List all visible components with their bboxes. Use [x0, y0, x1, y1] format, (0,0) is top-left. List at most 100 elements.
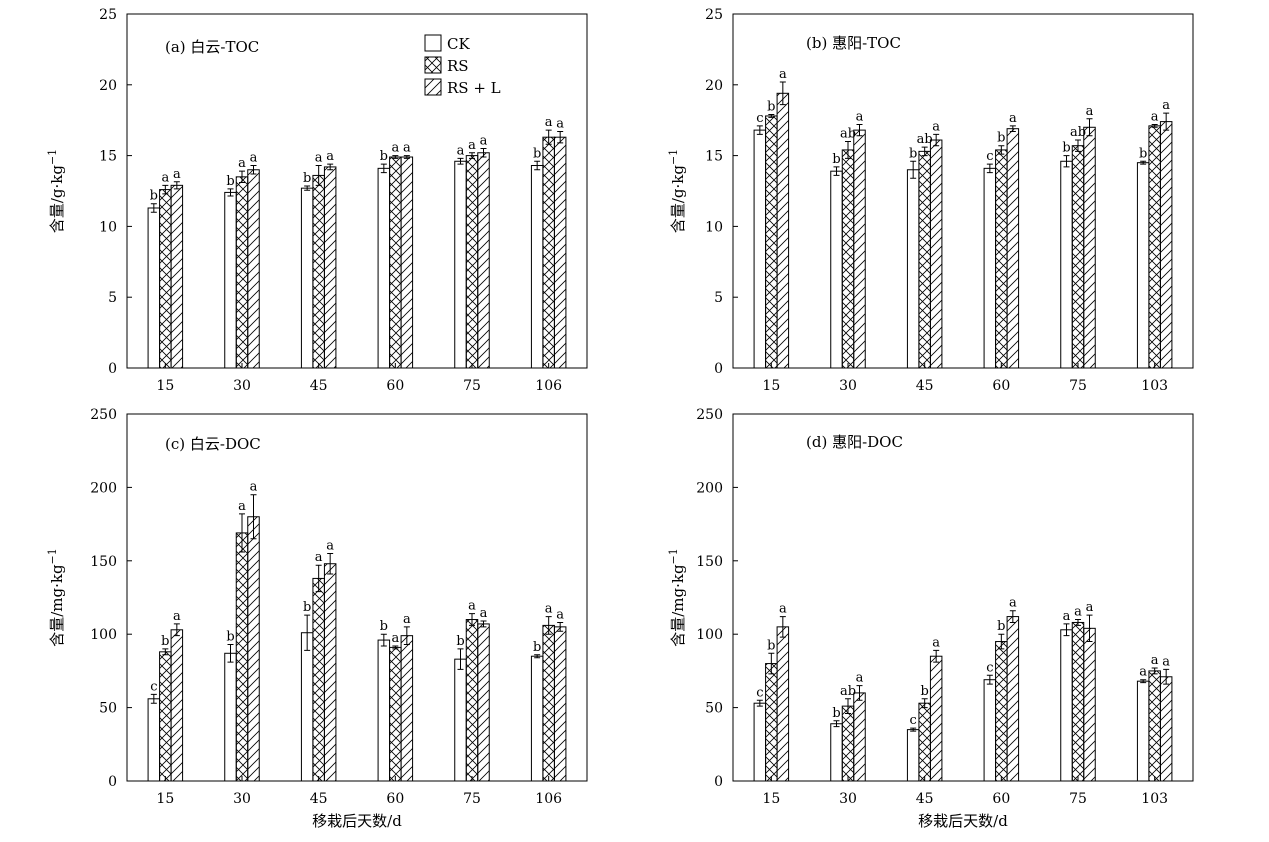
error-bar — [534, 160, 541, 171]
bar-rs-l — [477, 152, 490, 369]
panel-title: (d) 惠阳-DOC — [806, 433, 903, 451]
bar-ck — [906, 169, 920, 369]
legend-item-ck: CK — [424, 34, 470, 53]
significance-letter: a — [932, 119, 940, 134]
significance-letter: b — [161, 634, 169, 649]
panel-b-huiyang-toc: (b) 惠阳-TOC 0510152025含量/g·kg−115cba30bab… — [667, 7, 1194, 394]
x-tick-label: 75 — [463, 378, 481, 394]
legend-swatch-rs — [424, 56, 442, 74]
error-bar — [986, 163, 993, 174]
error-bar — [392, 645, 399, 650]
y-axis-label: 含量/mg·kg−1 — [46, 548, 66, 647]
x-tick-label: 30 — [839, 791, 857, 807]
bar-rs — [765, 115, 778, 369]
y-tick-label: 100 — [90, 627, 117, 643]
y-tick-label: 10 — [705, 219, 723, 235]
significance-letter: c — [150, 679, 157, 694]
significance-letter: a — [326, 149, 334, 164]
plot-frame — [732, 413, 1194, 782]
x-tick-label: 15 — [156, 378, 174, 394]
x-tick-label: 45 — [310, 791, 328, 807]
bar-rs-l — [929, 655, 943, 782]
significance-letter: a — [545, 602, 553, 617]
bar-rs — [542, 136, 555, 369]
bar-rs — [1148, 670, 1161, 782]
error-bar — [756, 125, 763, 135]
error-bar — [457, 157, 464, 165]
error-bar — [327, 552, 334, 575]
significance-letter: a — [468, 599, 476, 614]
y-tick-label: 0 — [108, 774, 117, 790]
error-bar — [921, 698, 928, 709]
y-tick-label: 5 — [108, 290, 117, 306]
significance-letter: a — [1151, 653, 1159, 668]
bar-ck — [224, 191, 237, 369]
bar-rs — [542, 624, 555, 782]
bar-ck — [454, 658, 467, 782]
significance-letter: b — [832, 706, 840, 721]
bar-rs — [918, 702, 931, 782]
error-bar — [833, 720, 840, 728]
significance-letter: a — [1162, 654, 1170, 669]
error-bar — [545, 129, 552, 145]
plot-frame — [732, 13, 1194, 369]
significance-letter: a — [1151, 109, 1159, 124]
significance-letter: a — [250, 480, 258, 495]
y-tick-label: 150 — [90, 554, 117, 570]
significance-letter: a — [856, 671, 864, 686]
error-bar — [998, 145, 1005, 155]
panel-title: (b) 惠阳-TOC — [806, 34, 901, 52]
bar-rs — [159, 189, 172, 369]
y-tick-label: 15 — [99, 149, 117, 165]
bar-rs — [465, 619, 479, 782]
error-bar — [1009, 610, 1016, 623]
bar-rs-l — [400, 635, 414, 782]
bar-rs-l — [323, 563, 337, 782]
bar-rs-l — [1159, 121, 1173, 369]
significance-letter: a — [1009, 596, 1017, 611]
x-tick-label: 106 — [535, 378, 562, 394]
bar-ck — [147, 698, 161, 782]
x-tick-label: 75 — [463, 791, 481, 807]
bar-rs-l — [1083, 627, 1096, 782]
significance-letter: a — [556, 607, 564, 622]
bar-rs-l — [477, 623, 490, 782]
bar-ck — [530, 655, 544, 782]
bar-rs-l — [1159, 676, 1173, 782]
error-bar — [239, 170, 245, 184]
error-bar — [557, 131, 564, 144]
bar-ck — [454, 160, 467, 369]
error-bar — [756, 699, 763, 707]
error-bar — [1086, 614, 1093, 643]
significance-letter: a — [403, 141, 411, 156]
significance-letter: a — [556, 117, 564, 132]
significance-letter: a — [391, 631, 399, 646]
error-bar — [173, 623, 180, 637]
bar-rs — [918, 150, 931, 369]
significance-letter: b — [1139, 146, 1147, 161]
y-tick-label: 25 — [99, 7, 117, 23]
significance-letter: a — [932, 635, 940, 650]
bar-rs — [235, 176, 249, 369]
significance-letter: a — [1086, 104, 1094, 119]
significance-letter: c — [986, 660, 993, 675]
error-bar — [921, 146, 928, 157]
error-bar — [1075, 619, 1081, 626]
x-tick-label: 60 — [386, 791, 404, 807]
significance-letter: b — [1062, 141, 1070, 156]
bar-rs-l — [170, 629, 184, 782]
bar-rs — [1148, 125, 1161, 369]
error-bar — [162, 184, 169, 195]
significance-letter: ab — [1070, 125, 1086, 140]
significance-letter: ab — [917, 132, 933, 147]
legend-swatch-ck — [424, 34, 442, 52]
bar-rs — [841, 149, 855, 369]
error-bar — [162, 648, 169, 656]
y-tick-label: 25 — [705, 7, 723, 23]
panel-a-baiyun-toc: (a) 白云-TOC CK RS RS + L 0 5 10 15 20 25 含量/g·k… — [46, 7, 588, 394]
bar-ck — [906, 729, 920, 782]
significance-letter: a — [1074, 605, 1082, 620]
x-tick-label: 103 — [1141, 791, 1168, 807]
error-bar — [910, 160, 917, 179]
bar-rs-l — [247, 169, 260, 369]
